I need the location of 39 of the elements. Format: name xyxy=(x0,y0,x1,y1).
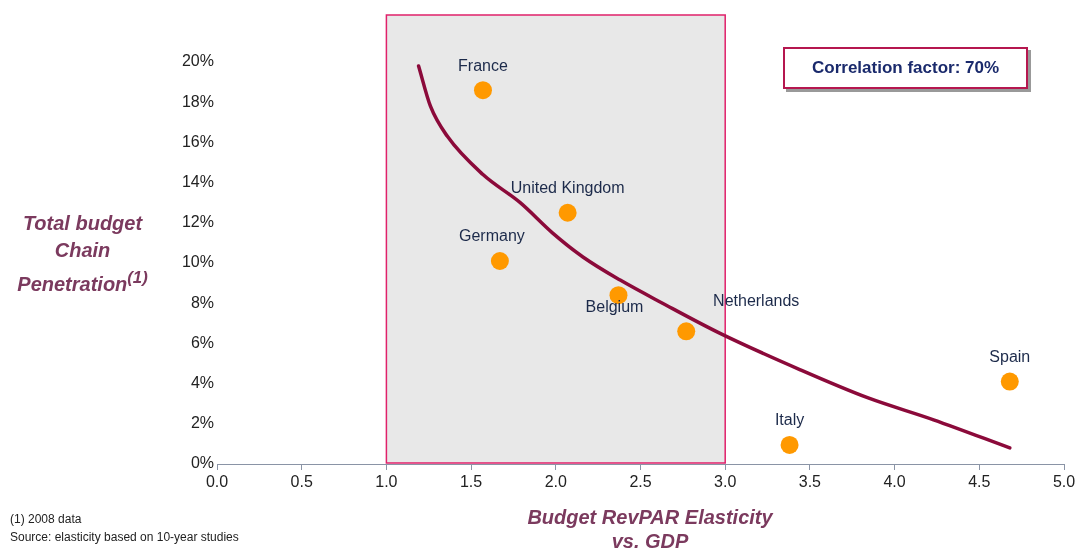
point xyxy=(473,81,492,100)
annotation: Belgium xyxy=(585,297,644,315)
x-tick-label: 2.5 xyxy=(629,473,652,491)
y-tick-label: 10% xyxy=(181,253,214,271)
y-tick-label: 4% xyxy=(190,374,214,392)
text-frame: Correlation factor: 70% xyxy=(783,47,1029,89)
x-tick-label: 4.0 xyxy=(883,473,906,491)
annotation: France xyxy=(458,56,508,74)
x-tick-label: 0.0 xyxy=(205,473,229,491)
annotation: Spain xyxy=(989,348,1031,365)
y-tick-label: 2% xyxy=(190,414,214,432)
text: (1) 2008 data xyxy=(10,512,82,526)
x-tick-label: 5.0 xyxy=(1052,473,1076,491)
y-tick-label: 0% xyxy=(190,454,214,472)
x-tick-label: 3.5 xyxy=(798,473,822,491)
y-tick-label: 6% xyxy=(190,333,214,351)
point xyxy=(558,203,577,222)
point xyxy=(677,322,696,341)
y-tick-label: 20% xyxy=(181,52,214,70)
annotation: Italy xyxy=(774,411,805,429)
x-axis-title: Budget RevPAR Elasticity vs. GDP xyxy=(526,505,775,551)
x-tick-label: 1.5 xyxy=(459,473,483,491)
annotation: Germany xyxy=(459,227,525,245)
x-tick-label: 4.5 xyxy=(968,473,991,491)
point xyxy=(1000,372,1019,391)
x-tick-label: 1.0 xyxy=(375,473,398,491)
y-tick-label: 14% xyxy=(181,173,214,191)
y-tick-label: 18% xyxy=(181,92,214,110)
point xyxy=(490,251,509,270)
y-axis-title: Total budget Chain Penetration$^{(1)}$ xyxy=(16,211,149,297)
x-tick-label: 3.0 xyxy=(714,473,737,491)
point xyxy=(780,435,799,454)
y-tick-label: 8% xyxy=(190,293,214,311)
x-tick-label: 2.0 xyxy=(544,473,568,491)
x-tick-label: 0.5 xyxy=(290,473,313,491)
y-tick-label: 12% xyxy=(181,213,214,231)
annotation: United Kingdom xyxy=(510,179,625,197)
source-note: Source: elasticity based on 10-year studies xyxy=(10,530,239,544)
y-tick-label: 16% xyxy=(181,132,214,150)
